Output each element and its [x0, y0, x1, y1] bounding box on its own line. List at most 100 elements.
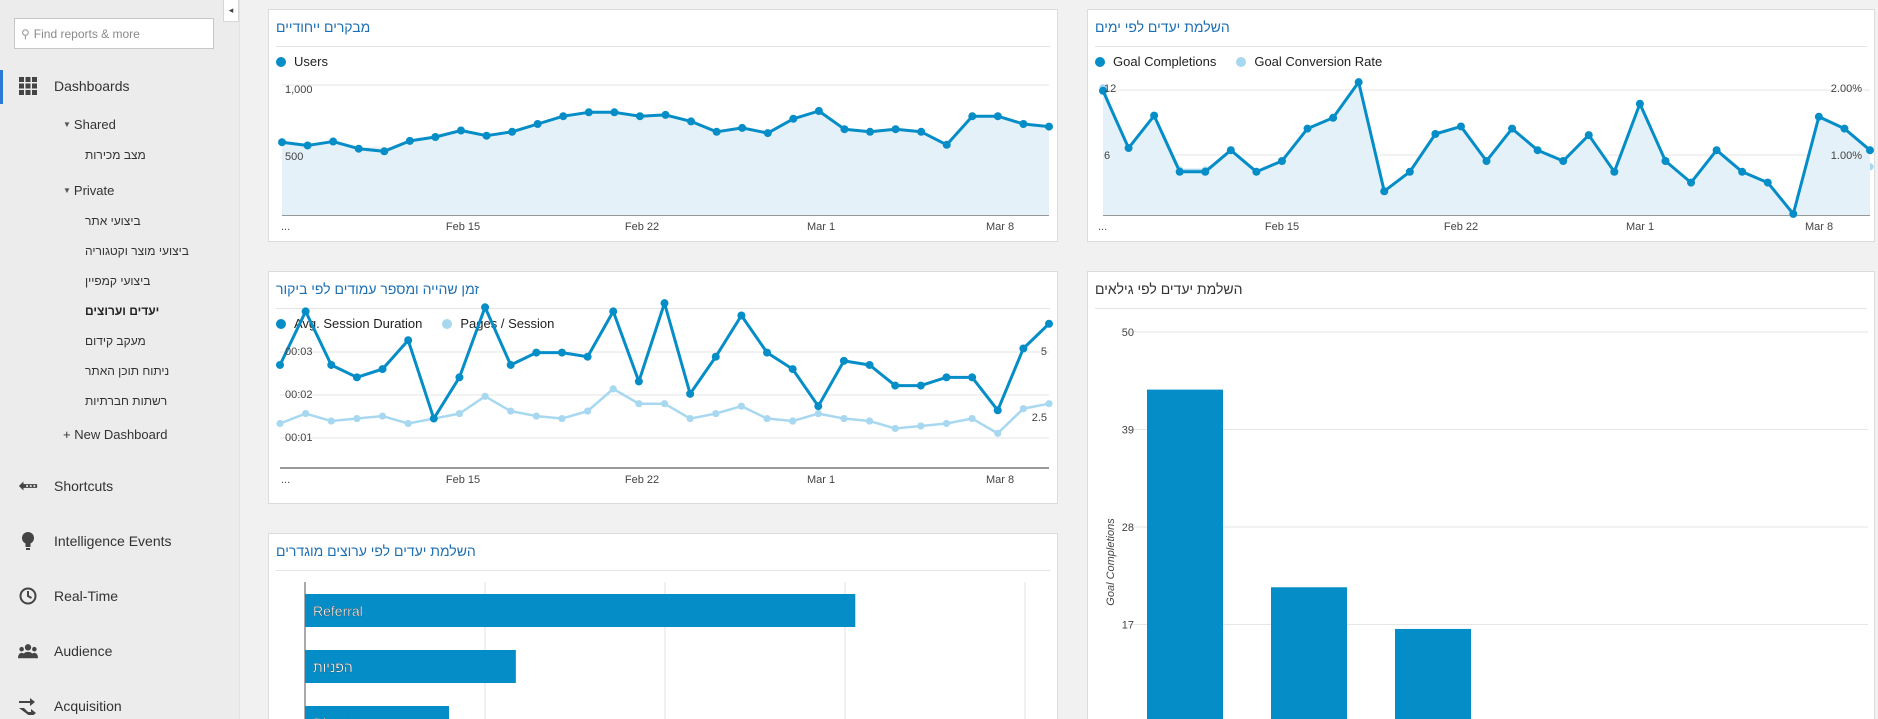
- nav-item-private-3[interactable]: יעדים וערוצים: [85, 304, 160, 318]
- legend: Goal Completions Goal Conversion Rate: [1095, 54, 1402, 69]
- data-point: [711, 352, 720, 361]
- bar-label: Direct: [313, 715, 350, 719]
- data-point: [942, 419, 951, 428]
- data-point: [686, 414, 694, 423]
- nav-private[interactable]: ▼ Private: [63, 183, 114, 198]
- legend: Users: [276, 54, 348, 69]
- data-point: [994, 429, 1002, 437]
- data-point: [1019, 344, 1028, 353]
- legend-item[interactable]: Pages / Session: [442, 316, 554, 331]
- nav-dashboards[interactable]: Dashboards: [0, 76, 240, 96]
- x-tick-label: Mar 8: [1805, 221, 1833, 233]
- session-line-chart: ... Feb 15 Feb 22 Mar 1 Mar 8 00:03 00:02 00:01…: [276, 299, 1053, 486]
- legend-item[interactable]: Users: [276, 54, 328, 69]
- x-tick-label: Mar 8: [986, 474, 1014, 486]
- data-point: [303, 141, 312, 150]
- bar: [1271, 587, 1347, 719]
- goals-by-channel-widget: השלמת יעדים לפי ערוצים מוגדרים Referral ה…: [268, 533, 1058, 719]
- data-point: [968, 414, 976, 423]
- nav-intelligence-events[interactable]: Intelligence Events: [0, 531, 240, 551]
- nav-audience[interactable]: Audience: [0, 641, 240, 661]
- widget-title[interactable]: השלמת יעדים לפי ערוצים מוגדרים: [276, 543, 476, 559]
- data-point: [993, 406, 1002, 415]
- data-point: [278, 138, 286, 147]
- data-point: [1712, 146, 1721, 155]
- x-tick-label: Mar 1: [1626, 221, 1654, 233]
- data-point: [891, 424, 899, 433]
- nav-item-private-0[interactable]: ביצועי אתר: [85, 214, 141, 228]
- data-point: [866, 127, 875, 136]
- data-point: [1150, 111, 1159, 120]
- title-divider: [276, 570, 1050, 571]
- nav-item-private-1[interactable]: ביצועי מוצר וקטגוריה: [85, 244, 189, 258]
- data-point: [1045, 319, 1053, 328]
- x-tick-label: Feb 22: [1444, 221, 1478, 233]
- data-point: [763, 129, 772, 138]
- series-area: [282, 111, 1049, 215]
- data-point: [327, 417, 335, 425]
- data-point: [431, 133, 440, 141]
- nav-shared[interactable]: ▼ Shared: [63, 117, 116, 132]
- data-point: [763, 414, 771, 423]
- widget-title[interactable]: השלמת יעדים לפי גילאים: [1095, 281, 1243, 297]
- collapse-sidebar-button[interactable]: ◂: [223, 0, 239, 22]
- widget-title[interactable]: השלמת יעדים לפי ימים: [1095, 19, 1230, 35]
- nav-real-time[interactable]: Real-Time: [0, 586, 240, 606]
- shortcut-arrow-icon: [18, 476, 38, 496]
- data-point: [1226, 146, 1235, 155]
- legend-item[interactable]: Goal Completions: [1095, 54, 1216, 69]
- goals-by-age-widget: השלמת יעדים לפי גילאים 50 39 28 17 Goal Comp…: [1087, 271, 1875, 719]
- nav-item-shared-0[interactable]: מצב מכירות: [85, 148, 146, 162]
- widget-title[interactable]: זמן שהייה ומספר עמודים לפי ביקור: [276, 281, 479, 297]
- caret-down-icon: ▼: [63, 186, 71, 195]
- data-point: [506, 360, 515, 369]
- search-box[interactable]: ⚲: [14, 18, 214, 49]
- data-point: [1840, 124, 1849, 133]
- data-point: [635, 400, 643, 408]
- data-point: [559, 112, 568, 121]
- data-point: [737, 402, 745, 410]
- new-dashboard-link[interactable]: + New Dashboard: [63, 427, 168, 442]
- nav-item-private-4[interactable]: מעקב קידום: [85, 334, 146, 348]
- widget-title[interactable]: מבקרים ייחודיים: [276, 19, 371, 35]
- search-input[interactable]: [33, 26, 204, 41]
- data-point: [352, 373, 361, 382]
- data-point: [1533, 146, 1542, 155]
- data-point: [634, 377, 643, 386]
- data-point: [814, 402, 823, 411]
- people-icon: [18, 641, 38, 661]
- nav-acquisition[interactable]: Acquisition: [0, 696, 240, 716]
- caret-down-icon: ▼: [63, 120, 71, 129]
- data-point: [840, 414, 848, 423]
- legend-item[interactable]: Avg. Session Duration: [276, 316, 422, 331]
- data-point: [276, 419, 284, 428]
- nav-shared-label: Shared: [73, 117, 116, 132]
- nav-item-private-5[interactable]: ניתוח תוכן האתר: [85, 364, 170, 378]
- nav-shortcuts[interactable]: Shortcuts: [0, 476, 240, 496]
- data-point: [968, 112, 977, 121]
- data-point: [532, 412, 540, 420]
- data-point: [1738, 167, 1747, 176]
- data-point: [482, 131, 491, 140]
- bar-label: הפניות: [313, 659, 353, 675]
- data-point: [507, 407, 515, 415]
- y-tick-label: 500: [285, 151, 303, 163]
- data-point: [1303, 124, 1312, 133]
- data-point: [1045, 122, 1053, 131]
- search-icon: ⚲: [21, 26, 30, 41]
- nav-item-private-2[interactable]: ביצועי קמפיין: [85, 274, 151, 288]
- data-point: [1019, 405, 1027, 413]
- y-tick-label: 6: [1104, 150, 1110, 162]
- data-point: [302, 410, 310, 418]
- data-point: [839, 356, 848, 365]
- data-point: [1610, 167, 1619, 176]
- legend-item[interactable]: Goal Conversion Rate: [1236, 54, 1382, 69]
- data-point: [1354, 78, 1363, 87]
- data-point: [558, 414, 566, 423]
- data-point: [814, 107, 823, 115]
- goals-line-chart: ... Feb 15 Feb 22 Mar 1 Mar 8 12 6 2.00% 1.00%: [1098, 78, 1874, 233]
- nav-item-private-6[interactable]: רשתות חברתיות: [85, 394, 168, 408]
- data-point: [378, 412, 387, 420]
- goals-by-day-widget: השלמת יעדים לפי ימים Goal Completions Go…: [1087, 9, 1875, 242]
- legend-swatch: [442, 318, 453, 329]
